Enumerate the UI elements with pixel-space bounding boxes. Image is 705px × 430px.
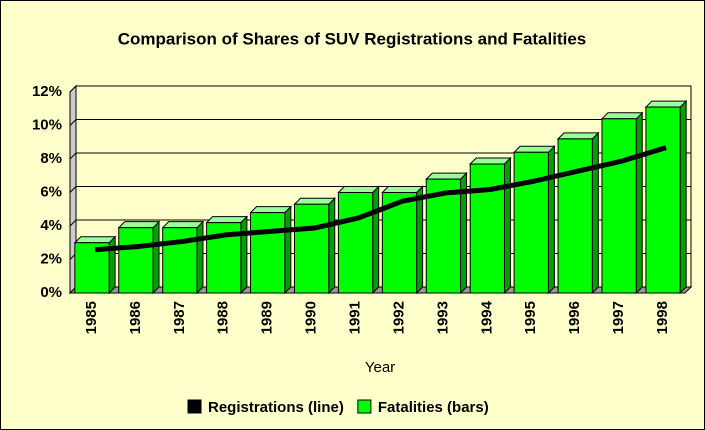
- bar-side: [196, 220, 204, 295]
- bar-side: [591, 131, 599, 295]
- bar: [512, 145, 556, 295]
- y-tick-label: 4%: [40, 217, 62, 234]
- y-tick-label: 8%: [40, 150, 62, 167]
- bar-front: [469, 163, 505, 294]
- y-tick-label: 0%: [40, 284, 62, 301]
- x-tick-label: 1996: [566, 301, 583, 334]
- bar-front: [293, 203, 330, 294]
- bar: [117, 220, 161, 295]
- bar-front: [250, 212, 286, 294]
- grid-line: [69, 85, 691, 93]
- bar-top: [293, 197, 336, 205]
- bar-top: [468, 157, 512, 165]
- bar-side: [328, 197, 336, 295]
- x-tick-label: 1986: [127, 301, 144, 334]
- grid-line: [69, 152, 691, 160]
- y-tick-label: 2%: [40, 250, 62, 267]
- bar-front: [162, 227, 198, 294]
- bar: [293, 197, 336, 295]
- bar-side: [635, 111, 643, 295]
- bar-front: [118, 227, 154, 294]
- bar-top: [205, 216, 249, 224]
- bar-front: [645, 106, 681, 294]
- bar-side: [284, 205, 292, 295]
- x-tick-label: 1995: [522, 301, 539, 334]
- bar-front: [557, 138, 593, 294]
- bar: [556, 131, 600, 295]
- x-tick-label: 1992: [390, 301, 407, 334]
- x-tick-label: 1989: [259, 301, 276, 334]
- bar-front: [337, 192, 374, 294]
- bar: [644, 99, 688, 295]
- x-tick-label: 1997: [610, 301, 627, 334]
- bar-front: [601, 118, 637, 294]
- bar-top: [161, 221, 205, 229]
- chart-title: Comparison of Shares of SUV Registration…: [118, 29, 587, 48]
- y-tick-label: 12%: [32, 83, 62, 100]
- bar: [161, 220, 205, 295]
- bar: [205, 215, 249, 295]
- bar-top: [117, 221, 161, 229]
- legend-label: Fatalities (bars): [378, 399, 489, 416]
- grid-line: [69, 119, 691, 126]
- x-tick-label: 1991: [347, 301, 364, 334]
- bar: [600, 111, 644, 295]
- bar-front: [513, 151, 549, 294]
- legend-swatch: [357, 399, 372, 414]
- y-tick-label: 10%: [32, 116, 62, 133]
- bar-top: [249, 206, 293, 214]
- y-tick-label: 6%: [40, 183, 62, 200]
- x-tick-label: 1994: [478, 300, 495, 334]
- bar-top: [73, 236, 117, 244]
- bar-top: [425, 172, 468, 180]
- bar-side: [503, 156, 511, 295]
- legend-label: Registrations (line): [208, 399, 344, 416]
- bar-side: [240, 215, 248, 295]
- bar-top: [556, 132, 600, 140]
- bar-side: [108, 235, 116, 295]
- bar-top: [512, 145, 556, 153]
- bar-side: [372, 185, 380, 295]
- bar-side: [679, 99, 687, 295]
- x-tick-label: 1985: [83, 301, 100, 334]
- x-axis-label: Year: [365, 359, 395, 376]
- x-tick-label: 1990: [303, 301, 320, 334]
- line: [94, 145, 667, 253]
- x-tick-label: 1988: [215, 301, 232, 334]
- bar: [249, 205, 293, 295]
- bar-top: [600, 112, 644, 120]
- bar-top: [381, 186, 424, 193]
- bar-top: [337, 186, 380, 193]
- bar-front: [381, 192, 418, 294]
- x-tick-label: 1987: [171, 301, 188, 334]
- legend-swatch: [187, 399, 202, 414]
- bar: [337, 185, 380, 295]
- bar-side: [152, 220, 160, 295]
- bar-top: [644, 100, 688, 108]
- bar-side: [416, 185, 424, 295]
- bar: [381, 185, 424, 295]
- x-tick-label: 1998: [654, 301, 671, 334]
- bar: [468, 156, 512, 295]
- bar-side: [547, 145, 555, 295]
- x-tick-label: 1993: [434, 301, 451, 334]
- bar: [73, 235, 117, 295]
